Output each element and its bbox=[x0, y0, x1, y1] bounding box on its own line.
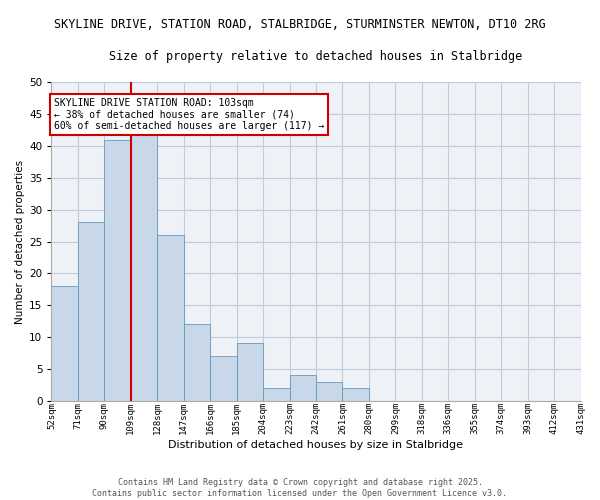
Bar bbox=[104, 140, 131, 401]
Bar bbox=[343, 388, 369, 401]
Y-axis label: Number of detached properties: Number of detached properties bbox=[15, 160, 25, 324]
Bar bbox=[184, 324, 210, 401]
Bar bbox=[236, 344, 263, 401]
Bar bbox=[316, 382, 343, 401]
Bar bbox=[157, 235, 184, 401]
Bar bbox=[290, 376, 316, 401]
Bar bbox=[263, 388, 290, 401]
Bar bbox=[131, 133, 157, 401]
Bar bbox=[78, 222, 104, 401]
Text: Contains HM Land Registry data © Crown copyright and database right 2025.
Contai: Contains HM Land Registry data © Crown c… bbox=[92, 478, 508, 498]
Text: SKYLINE DRIVE STATION ROAD: 103sqm
← 38% of detached houses are smaller (74)
60%: SKYLINE DRIVE STATION ROAD: 103sqm ← 38%… bbox=[53, 98, 324, 132]
Title: Size of property relative to detached houses in Stalbridge: Size of property relative to detached ho… bbox=[109, 50, 523, 63]
X-axis label: Distribution of detached houses by size in Stalbridge: Distribution of detached houses by size … bbox=[169, 440, 463, 450]
Bar bbox=[52, 286, 78, 401]
Bar bbox=[210, 356, 236, 401]
Text: SKYLINE DRIVE, STATION ROAD, STALBRIDGE, STURMINSTER NEWTON, DT10 2RG: SKYLINE DRIVE, STATION ROAD, STALBRIDGE,… bbox=[54, 18, 546, 30]
